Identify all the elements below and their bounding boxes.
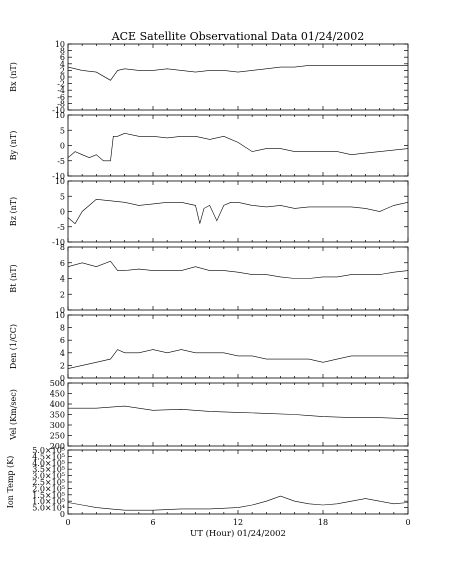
x-tick-label: 12 [233,518,243,527]
y-tick-label: -5 [57,157,65,166]
y-tick-label: -10 [52,238,65,247]
x-tick-label: 6 [150,518,155,527]
panel-7: 05.0×10⁴1.0×10⁵1.5×10⁵2.0×10⁵2.5×10⁵3.0×… [6,446,409,519]
y-tick-label: 4 [60,349,65,358]
y-tick-label: 500 [50,379,65,388]
x-tick-label: 18 [318,518,328,527]
x-axis-label: UT (Hour) 01/24/2002 [190,528,286,539]
y-tick-label: 450 [50,390,65,399]
panel-4: 0 2 4 6 8 Bt (nT) [9,243,409,315]
y-tick-label: 0 [60,208,65,217]
y-tick-label: 4 [60,275,65,284]
y-tick-label: 2 [60,66,65,75]
plot-frame [67,246,409,311]
y-tick-label: -4 [57,86,65,95]
y-tick-label: 4.5×10⁵ [32,452,65,461]
y-tick-label: 5 [60,126,65,135]
y-tick-label: 1.0×10⁵ [32,497,65,506]
y-tick-label: -5 [57,223,65,232]
y-tick-label: 6 [60,336,65,345]
y-tick-label: 1.5×10⁵ [32,491,65,500]
y-tick-label: 6 [60,53,65,62]
y-tick-label: 6 [60,259,65,268]
y-axis-label: Bt (nT) [9,264,18,292]
plot-frame [67,114,409,177]
plot-frame [67,449,409,515]
y-tick-label: 250 [50,432,65,441]
y-tick-label: -8 [57,99,65,108]
y-tick-label: 0 [60,306,65,315]
data-series-line [67,260,409,279]
y-tick-label: 3.5×10⁵ [32,465,65,474]
y-tick-label: 8 [60,324,65,333]
y-tick-label: -10 [52,172,65,181]
y-tick-label: 300 [50,421,65,430]
y-tick-label: 2.0×10⁵ [32,484,65,493]
data-series-line [67,198,409,225]
y-tick-label: 0 [60,73,65,82]
plot-frame [67,314,409,379]
y-tick-label: 400 [50,400,65,409]
panel-5: 0 2 4 6 8 10 Den (1/CC) [9,311,409,383]
y-tick-label: 2 [60,361,65,370]
y-axis-label: Bz (nT) [9,197,18,226]
plot-frame [67,180,409,243]
chart-title: ACE Satellite Observational Data 01/24/2… [111,30,365,43]
y-tick-label: -6 [57,93,65,102]
data-series-line [67,132,409,162]
x-axis: 0 6 12 18 0 [65,518,410,527]
y-tick-label: 3.0×10⁵ [32,472,65,481]
y-tick-label: -10 [52,106,65,115]
plot-frame [67,43,409,111]
data-series-line [68,405,409,419]
data-series-line [67,495,409,511]
data-series-line [67,65,408,81]
y-tick-label: 4.0×10⁵ [32,459,65,468]
y-axis-label: Den (1/CC) [9,324,18,369]
y-tick-label: 10 [55,177,65,186]
x-tick-label: 0 [65,518,70,527]
y-tick-label: 10 [55,40,65,49]
y-axis-label: By (nT) [9,131,18,161]
y-tick-label: 5.0×10⁴ [32,504,65,513]
y-tick-label: 0 [60,142,65,151]
y-axis-label: Bx (nT) [9,62,18,92]
x-tick-label: 0 [405,518,410,527]
y-tick-label: 350 [50,411,65,420]
plot-frame [67,382,409,447]
y-tick-label: 4 [60,60,65,69]
y-axis-label: Vel (Km/sec) [9,389,18,441]
y-tick-label: 0 [60,374,65,383]
y-tick-label: -2 [57,80,65,89]
y-tick-label: 10 [55,111,65,120]
y-tick-label: 5 [60,192,65,201]
y-tick-label: 0 [60,510,65,519]
y-tick-label: 2 [60,290,65,299]
y-tick-label: 8 [60,243,65,252]
y-axis-label: Ion Temp (K) [6,456,15,509]
data-series-line [67,349,408,369]
y-tick-label: 200 [50,442,65,451]
y-tick-label: 5.0×10⁵ [32,446,65,455]
y-tick-label: 8 [60,47,65,56]
panel-3: -10 -5 0 5 10 Bz (nT) [9,177,409,247]
y-tick-label: 10 [55,311,65,320]
panel-2: -10 -5 0 5 10 By (nT) [9,111,409,181]
y-tick-label: 2.5×10⁵ [32,478,65,487]
